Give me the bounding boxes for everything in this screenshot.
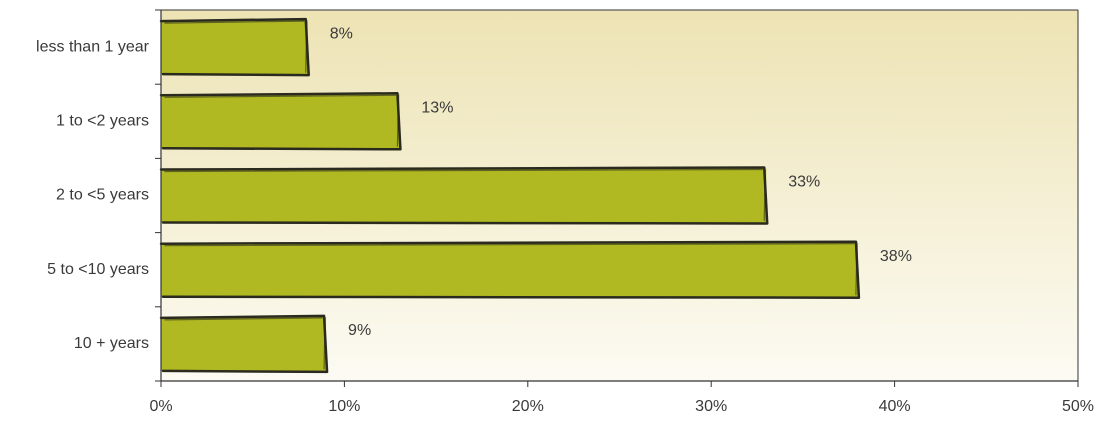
value-label: 9% — [348, 322, 371, 339]
category-label: 2 to <5 years — [56, 187, 149, 204]
category-label: 10 + years — [74, 335, 149, 352]
x-tick-labels-group: 0% 10% 20% 30% 40% 50% — [149, 398, 1094, 415]
bar-outline-accent — [164, 94, 400, 147]
bar-outline — [159, 240, 861, 299]
bar — [161, 168, 767, 223]
bar — [161, 242, 858, 297]
bar-outline — [159, 92, 402, 151]
category-label: 5 to <10 years — [47, 261, 149, 278]
value-label: 8% — [330, 25, 353, 42]
x-tick-label: 50% — [1062, 398, 1094, 415]
x-tick-label: 30% — [695, 398, 727, 415]
axes-group — [155, 9, 1079, 387]
bar-outline — [159, 314, 329, 374]
value-labels-group: 8% 13% 33% 38% 9% — [330, 25, 912, 339]
bar — [161, 20, 308, 75]
bars-group — [159, 17, 861, 374]
value-label: 13% — [421, 100, 453, 117]
category-label: 1 to <2 years — [56, 113, 149, 130]
x-tick-label: 10% — [328, 398, 360, 415]
bar-outline-accent — [164, 243, 858, 296]
bar — [161, 316, 327, 371]
bar-outline — [159, 17, 310, 77]
value-label: 33% — [788, 174, 820, 191]
x-tick-label: 20% — [512, 398, 544, 415]
category-labels-group: less than 1 year 1 to <2 years 2 to <5 yea… — [36, 38, 150, 352]
bar — [161, 94, 400, 149]
value-label: 38% — [880, 248, 912, 265]
x-tick-label: 0% — [149, 398, 172, 415]
x-tick-label: 40% — [879, 398, 911, 415]
bar-outline-accent — [164, 317, 326, 370]
bar-outline-accent — [164, 168, 766, 222]
bar-outline — [159, 166, 769, 225]
category-label: less than 1 year — [36, 38, 150, 55]
bar-outline-accent — [164, 20, 308, 73]
